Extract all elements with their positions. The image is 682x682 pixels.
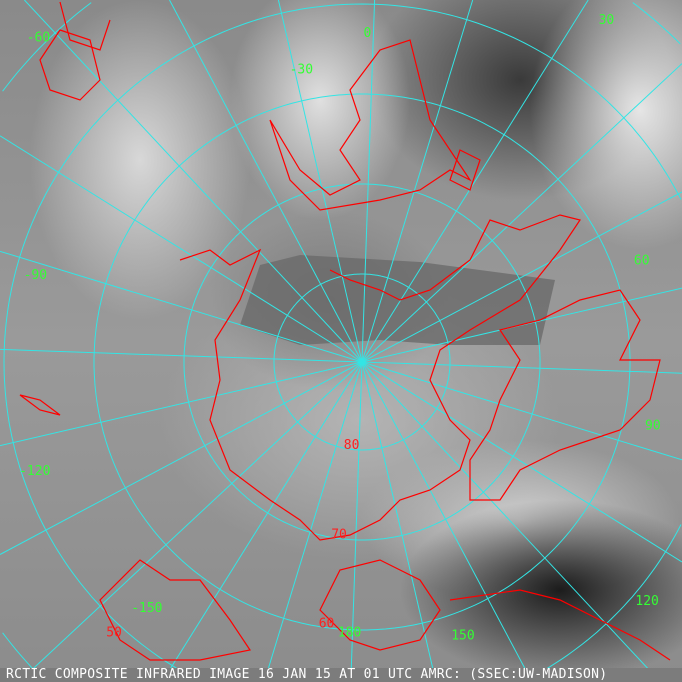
meridian-line — [361, 361, 533, 682]
longitude-label: 90 — [645, 418, 661, 433]
meridian-line — [361, 361, 682, 563]
meridian-line — [361, 361, 661, 682]
longitude-label: -90 — [24, 268, 47, 283]
meridian-line — [361, 0, 589, 363]
meridian-line — [361, 361, 682, 461]
longitude-label: -150 — [131, 601, 162, 616]
missing-data-region — [240, 255, 555, 345]
longitude-labels: -30 0 30 -60 60 -90 90 -120 120 -150 150 180 — [19, 13, 661, 644]
latitude-label: 60 — [319, 616, 335, 631]
latitude-label: 50 — [106, 626, 122, 641]
longitude-label: 120 — [635, 594, 658, 609]
meridian-line — [0, 361, 363, 447]
latitude-circle — [273, 273, 451, 451]
meridian-line — [350, 361, 363, 682]
longitude-label: -120 — [19, 464, 50, 479]
longitude-label: 30 — [599, 13, 615, 28]
longitude-label: 0 — [364, 26, 372, 41]
image-caption: RCTIC COMPOSITE INFRARED IMAGE 16 JAN 15… — [0, 668, 682, 682]
north-pole-marker: + — [357, 355, 364, 369]
latitude-circle — [3, 3, 682, 682]
longitude-label: 150 — [451, 629, 474, 644]
meridian-line — [361, 361, 682, 374]
meridian-line — [361, 0, 474, 363]
meridian-line — [18, 361, 363, 682]
latitude-circle — [632, 2, 681, 45]
meridian-line — [277, 0, 363, 363]
meridian-line — [0, 135, 363, 363]
meridian-line — [361, 191, 682, 363]
coastlines — [19, 1, 671, 661]
latitude-circle — [93, 93, 631, 631]
latitude-label: 70 — [331, 527, 347, 542]
longitude-label: 180 — [338, 626, 361, 641]
meridian-line — [0, 348, 363, 363]
latitude-label: 80 — [344, 438, 360, 453]
latitude-labels: 80 70 60 50 — [106, 438, 359, 640]
meridian-line — [263, 361, 363, 682]
latitude-circle — [183, 183, 541, 541]
meridian-line — [361, 63, 682, 363]
latitude-circle — [2, 2, 92, 92]
meridian-line — [361, 361, 437, 682]
meridian-line — [169, 0, 363, 363]
longitude-label: -60 — [27, 31, 50, 46]
meridian-line — [161, 361, 363, 682]
meridian-line — [0, 250, 363, 363]
meridian-line — [24, 0, 363, 363]
latitude-circle — [524, 524, 682, 682]
longitude-label: 60 — [634, 253, 650, 268]
longitude-label: -30 — [290, 63, 313, 78]
meridian-line — [0, 361, 363, 555]
